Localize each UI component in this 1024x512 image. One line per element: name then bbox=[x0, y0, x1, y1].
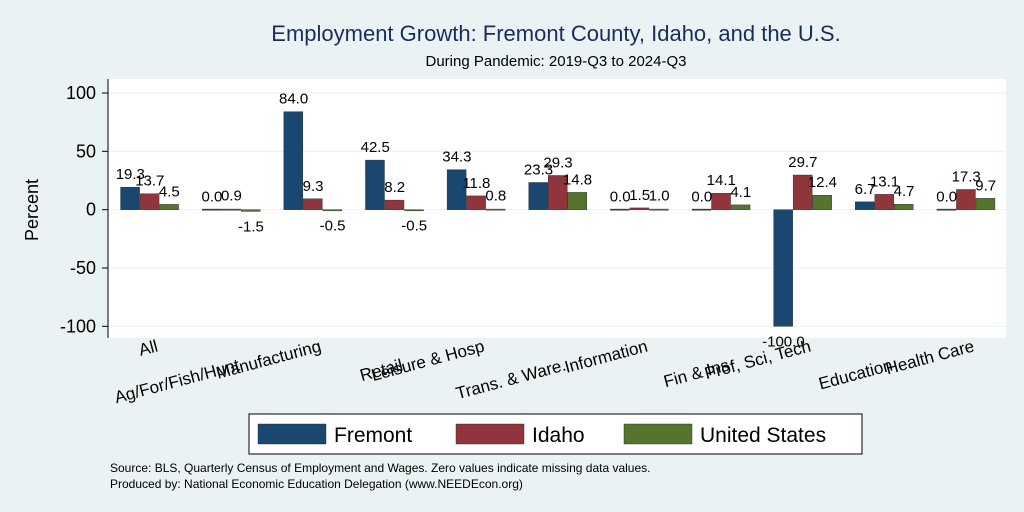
data-label: 0.9 bbox=[221, 188, 242, 205]
bar-idaho-10 bbox=[956, 189, 976, 210]
y-tick-label: -50 bbox=[70, 258, 96, 278]
bar-fremont-4 bbox=[446, 169, 467, 210]
data-label: 9.7 bbox=[975, 177, 996, 194]
data-label: 13.1 bbox=[870, 173, 899, 190]
data-label: 0.0 bbox=[610, 189, 631, 206]
bar-united-states-0 bbox=[159, 204, 179, 210]
chart-subtitle: During Pandemic: 2019-Q3 to 2024-Q3 bbox=[426, 53, 687, 70]
bar-idaho-9 bbox=[874, 194, 894, 210]
bar-idaho-0 bbox=[139, 193, 160, 210]
produced-by-note: Produced by: National Economic Education… bbox=[110, 477, 523, 491]
bar-united-states-6 bbox=[649, 208, 669, 211]
bar-united-states-9 bbox=[894, 203, 914, 210]
data-label: 1.0 bbox=[649, 188, 670, 205]
bar-idaho-8 bbox=[792, 174, 813, 210]
x-tick-label: Trans. & Ware. bbox=[454, 356, 568, 404]
data-label: 4.1 bbox=[730, 184, 751, 201]
data-label: 29.7 bbox=[788, 154, 817, 171]
bar-united-states-2 bbox=[322, 209, 343, 212]
data-label: -0.5 bbox=[401, 217, 427, 234]
bar-fremont-7 bbox=[691, 208, 712, 211]
data-label: 0.0 bbox=[936, 189, 957, 206]
bar-fremont-2 bbox=[283, 111, 304, 210]
bar-united-states-4 bbox=[485, 208, 506, 211]
x-tick-label: Health Care bbox=[884, 337, 977, 379]
data-label: 1.5 bbox=[629, 187, 650, 204]
bar-fremont-6 bbox=[610, 208, 630, 211]
bar-fremont-1 bbox=[202, 208, 222, 211]
bar-united-states-5 bbox=[567, 192, 587, 210]
data-label: 6.7 bbox=[855, 181, 876, 198]
data-label: -1.5 bbox=[238, 218, 264, 235]
x-tick-label: All bbox=[137, 337, 160, 360]
bar-idaho-5 bbox=[548, 175, 568, 210]
bar-united-states-8 bbox=[812, 194, 832, 210]
legend-label: United States bbox=[700, 424, 826, 447]
bar-idaho-1 bbox=[221, 208, 241, 211]
data-label: 9.3 bbox=[303, 178, 324, 195]
data-label: 4.5 bbox=[159, 183, 180, 200]
legend-swatch-idaho bbox=[455, 423, 525, 445]
legend-swatch-fremont bbox=[257, 423, 327, 445]
data-label: 23.3 bbox=[524, 161, 553, 178]
y-tick-label: 0 bbox=[86, 200, 96, 220]
bar-idaho-2 bbox=[303, 198, 323, 210]
x-tick-label: Education bbox=[817, 356, 895, 394]
bar-united-states-7 bbox=[730, 204, 751, 210]
x-tick-label: Information bbox=[563, 337, 650, 377]
legend-label: Idaho bbox=[532, 424, 585, 447]
bar-fremont-3 bbox=[365, 159, 385, 210]
data-label: 17.3 bbox=[952, 168, 981, 185]
data-label: 11.8 bbox=[462, 175, 490, 192]
bar-fremont-5 bbox=[528, 182, 548, 210]
data-label: 12.4 bbox=[808, 174, 837, 191]
y-axis-label: Percent bbox=[22, 179, 42, 241]
data-label: 0.0 bbox=[691, 189, 712, 206]
data-label: 19.3 bbox=[116, 166, 145, 183]
source-note: Source: BLS, Quarterly Census of Employm… bbox=[110, 461, 650, 475]
y-tick-label: 50 bbox=[76, 141, 96, 161]
legend: Fremont Idaho United States bbox=[248, 413, 863, 455]
data-label: 4.7 bbox=[894, 183, 915, 200]
bar-fremont-0 bbox=[120, 186, 140, 210]
chart-title: Employment Growth: Fremont County, Idaho… bbox=[271, 21, 840, 46]
x-tick-label: Manufacturing bbox=[214, 337, 323, 383]
bar-united-states-10 bbox=[975, 198, 996, 210]
bar-united-states-3 bbox=[404, 209, 424, 212]
y-tick-label: -100 bbox=[60, 316, 96, 336]
bar-united-states-1 bbox=[241, 209, 261, 212]
data-label: 84.0 bbox=[279, 91, 308, 108]
data-label: 34.3 bbox=[442, 149, 471, 166]
data-label: 13.7 bbox=[135, 173, 164, 190]
y-tick-label: 100 bbox=[66, 83, 96, 103]
bar-idaho-6 bbox=[629, 207, 650, 210]
bar-idaho-3 bbox=[384, 199, 405, 210]
data-label: -100.0 bbox=[762, 333, 805, 350]
data-label: -0.5 bbox=[320, 217, 346, 234]
data-label: 14.1 bbox=[707, 172, 736, 189]
bar-idaho-4 bbox=[466, 195, 486, 210]
data-label: 42.5 bbox=[361, 139, 390, 156]
legend-label: Fremont bbox=[334, 424, 412, 447]
data-label: 8.2 bbox=[384, 179, 405, 196]
bar-fremont-10 bbox=[936, 208, 957, 211]
data-label: 29.3 bbox=[543, 154, 572, 171]
data-label: 14.8 bbox=[563, 171, 592, 188]
data-label: 0.8 bbox=[485, 188, 506, 205]
data-label: 0.0 bbox=[202, 189, 223, 206]
x-tick-label: Prof, Sci, Tech bbox=[702, 337, 812, 384]
bar-fremont-8 bbox=[773, 209, 793, 327]
legend-swatch-united-states bbox=[623, 423, 693, 445]
legend-box bbox=[248, 413, 863, 455]
bar-fremont-9 bbox=[855, 201, 875, 210]
bar-idaho-7 bbox=[711, 193, 731, 210]
